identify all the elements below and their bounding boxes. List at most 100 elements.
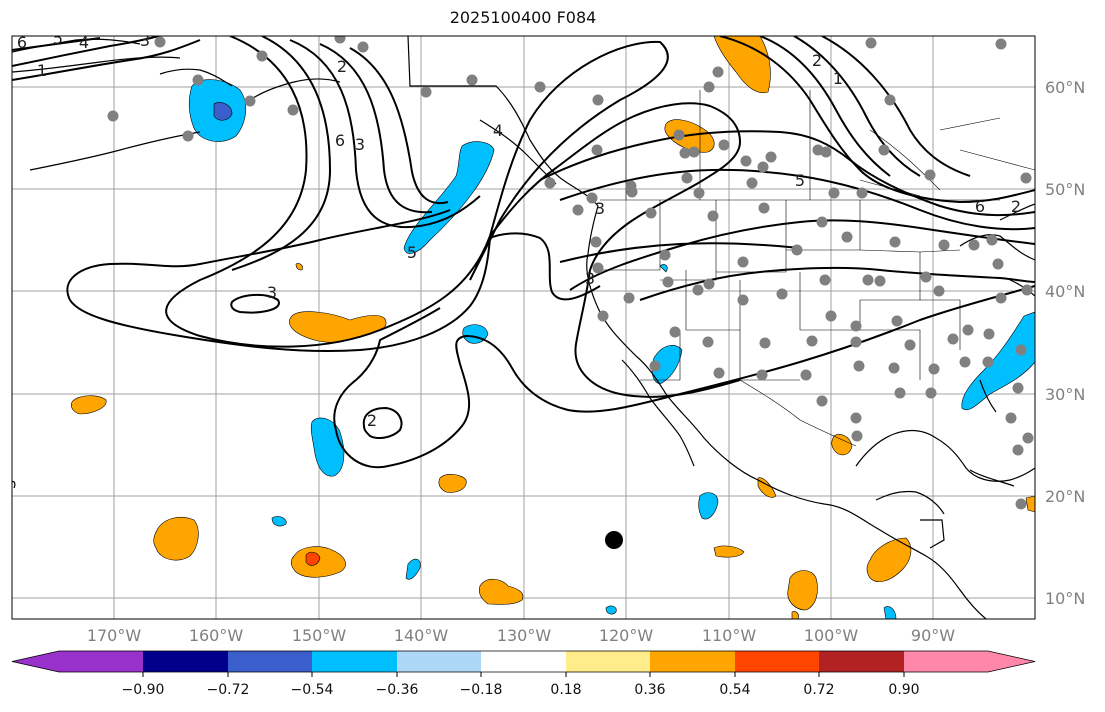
colorbar-segment (650, 651, 735, 672)
latitude-label: 20°N (1045, 487, 1086, 506)
plot-frame (11, 35, 1036, 620)
contour-label: 6 (975, 197, 985, 216)
colorbar-tick-label: 0.90 (888, 682, 920, 698)
station-dot (820, 146, 832, 158)
longitude-label: 170°W (86, 626, 142, 645)
station-dot (825, 310, 837, 322)
contour-label: 2 (337, 57, 347, 76)
colorbar-segment (228, 651, 312, 672)
station-dot (1022, 432, 1034, 444)
contour-label: 3 (140, 31, 150, 50)
station-dot (192, 74, 204, 86)
station-dot (544, 177, 556, 189)
station-dot (759, 337, 771, 349)
station-dot (673, 129, 685, 141)
contour-label: 2 (1011, 197, 1021, 216)
latitude-label: 40°N (1045, 282, 1086, 301)
station-dot (925, 387, 937, 399)
station-dot (659, 249, 671, 261)
station-dot (256, 50, 268, 62)
station-dot (712, 66, 724, 78)
station-dot (992, 258, 1004, 270)
station-dot (851, 430, 863, 442)
colorbar-segment (819, 651, 904, 672)
station-dot (884, 94, 896, 106)
station-dot (466, 74, 478, 86)
colorbar-tick-label: −0.72 (206, 682, 250, 698)
station-dot (334, 36, 346, 44)
contour-label: 2 (812, 51, 822, 70)
station-dot (986, 234, 998, 246)
station-dot (679, 147, 691, 159)
station-dot (982, 356, 994, 368)
station-dot (534, 81, 546, 93)
latitude-label: 10°N (1045, 589, 1086, 608)
contour-label: 3 (585, 269, 595, 288)
station-dot (928, 363, 940, 375)
station-dot (737, 294, 749, 306)
station-dot (959, 356, 971, 368)
colorbar-segment (904, 651, 1035, 672)
contour-label: 6 (17, 33, 27, 52)
station-dot (806, 335, 818, 347)
station-dot (853, 360, 865, 372)
station-dot (737, 256, 749, 268)
colorbar-tick-label: −0.36 (375, 682, 419, 698)
station-dot (244, 95, 256, 107)
colorbar-tick-label: −0.18 (459, 682, 503, 698)
station-dot (572, 204, 584, 216)
station-dot (1021, 284, 1033, 296)
longitude-label: 140°W (393, 626, 449, 645)
station-dot (933, 285, 945, 297)
colorbar-tick-label: 0.72 (803, 682, 835, 698)
height-contours (12, 36, 1035, 469)
map-title: 2025100400 F084 (449, 8, 597, 27)
station-dot (791, 244, 803, 256)
station-dot (591, 144, 603, 156)
station-dot (874, 275, 886, 287)
station-dot (888, 362, 900, 374)
longitude-label: 90°W (910, 626, 956, 645)
longitude-label: 110°W (701, 626, 757, 645)
station-dot (1005, 412, 1017, 424)
station-dot (702, 336, 714, 348)
colorbar-tick-label: 0.18 (550, 682, 582, 698)
station-dot (287, 104, 299, 116)
latitude-label: 60°N (1045, 78, 1086, 97)
longitude-label: 130°W (496, 626, 552, 645)
colorbar-tick-label: 0.36 (634, 682, 666, 698)
contour-label: 1 (37, 61, 47, 80)
station-dot (182, 130, 194, 142)
colorbar-tick-label: −0.90 (121, 682, 165, 698)
station-dot (592, 94, 604, 106)
colorbar-segment (735, 651, 819, 672)
station-dot (746, 177, 758, 189)
station-dot (357, 41, 369, 53)
station-dot (891, 315, 903, 327)
station-dot (1015, 498, 1027, 510)
contour-label: 3 (355, 135, 365, 154)
longitude-label: 120°W (598, 626, 654, 645)
station-dot (765, 151, 777, 163)
longitude-label: 160°W (188, 626, 244, 645)
station-dot (1015, 344, 1027, 356)
station-dot (662, 276, 674, 288)
contour-label: 5 (795, 171, 805, 190)
latitude-label: 50°N (1045, 180, 1086, 199)
station-dot (904, 339, 916, 351)
contour-label: 4 (79, 33, 89, 52)
longitude-label: 100°W (803, 626, 859, 645)
station-dot (920, 271, 932, 283)
station-dot (757, 161, 769, 173)
station-dot (703, 81, 715, 93)
station-dot (947, 333, 959, 345)
contour-label: 5 (53, 29, 63, 48)
station-dot (713, 367, 725, 379)
station-dot (800, 369, 812, 381)
colorbar-segment (12, 651, 143, 672)
station-dot (924, 169, 936, 181)
contour-label: 3 (595, 199, 605, 218)
colorbar-segment (481, 651, 566, 672)
